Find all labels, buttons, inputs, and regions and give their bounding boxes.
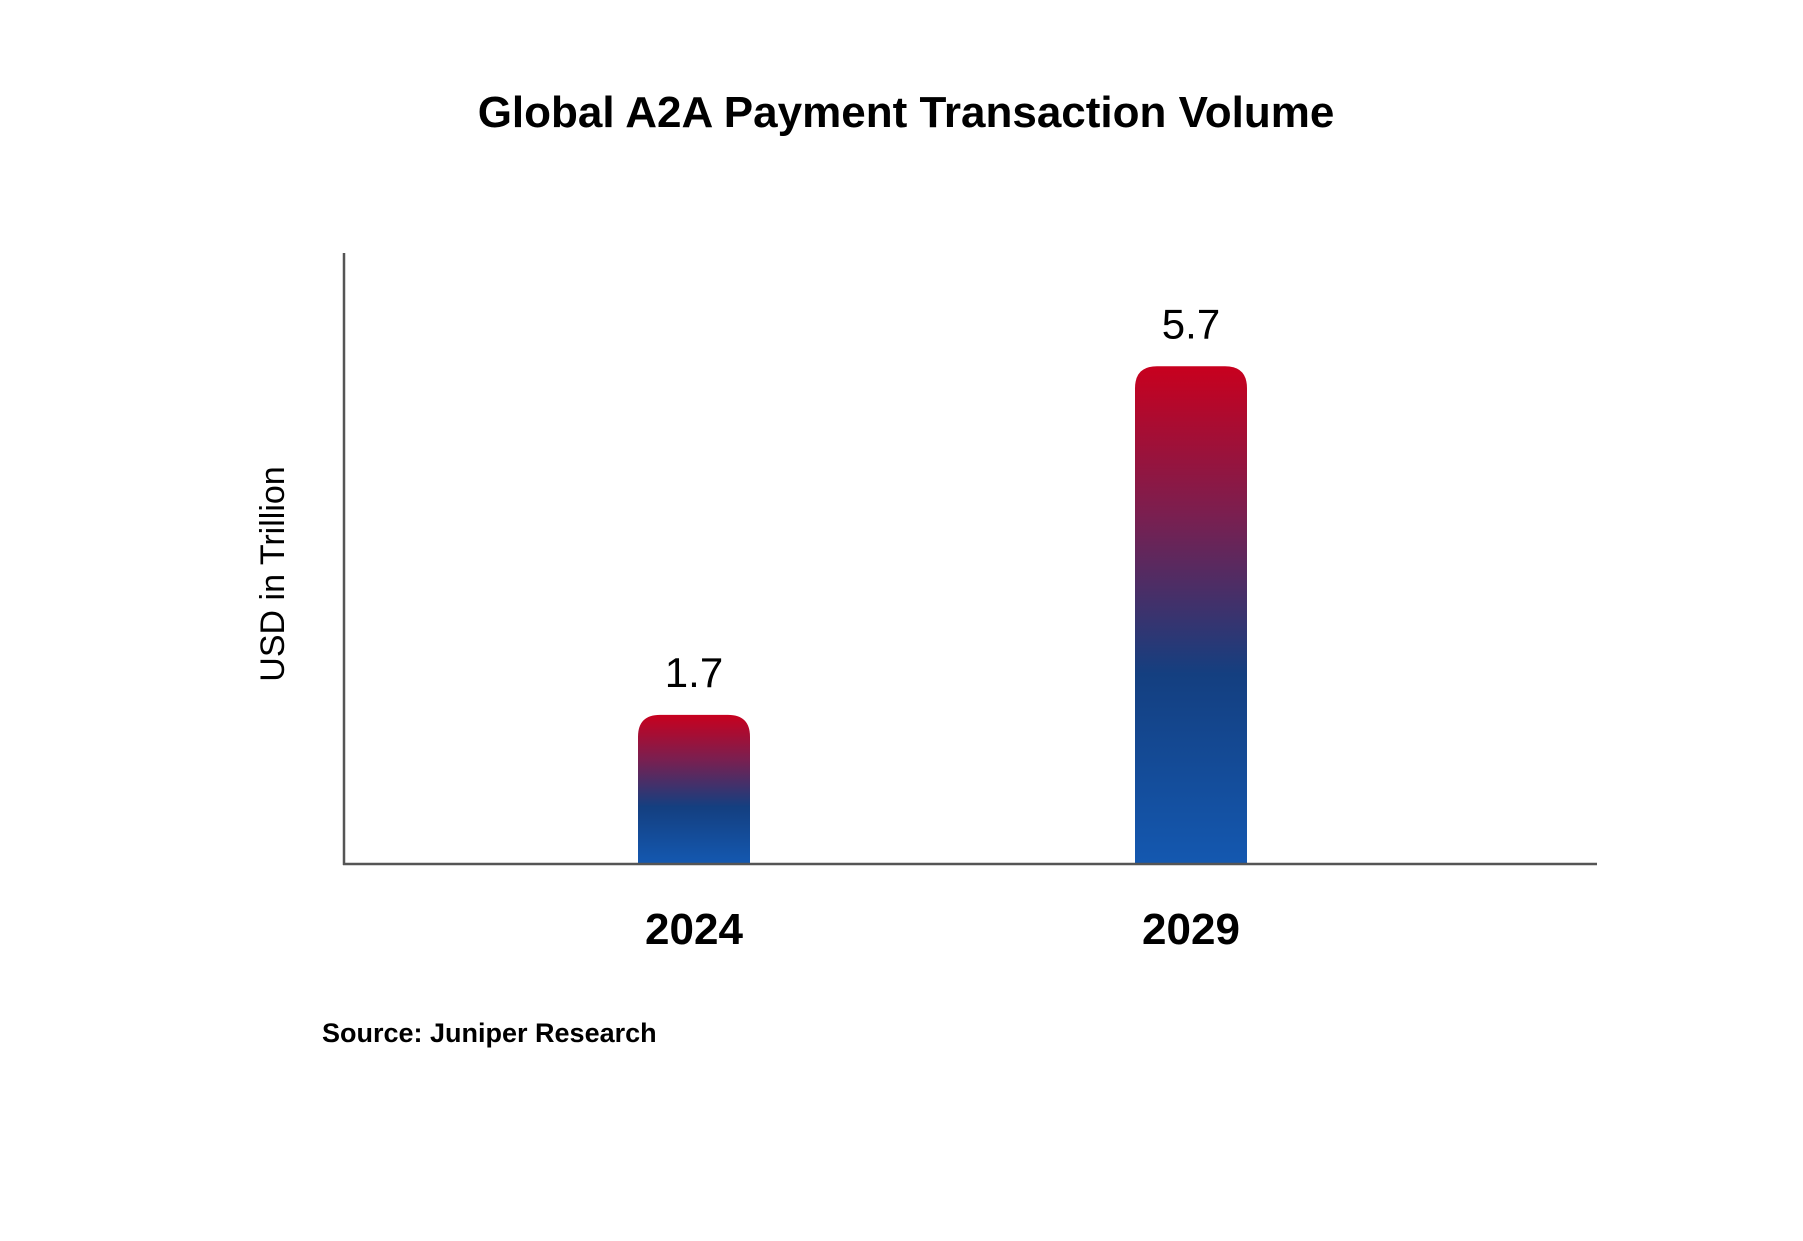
data-label-2024: 1.7 [665, 649, 723, 696]
bar-2029 [1135, 366, 1247, 863]
data-label-2029: 5.7 [1162, 300, 1220, 347]
y-axis-label: USD in Trillion [254, 466, 292, 681]
x-tick-label-2024: 2024 [645, 905, 743, 954]
bars-layer [638, 366, 1247, 863]
source-note: Source: Juniper Research [322, 1018, 657, 1048]
labels-layer: 1.7 2024 5.7 2029 [645, 300, 1240, 954]
bar-2024 [638, 714, 750, 863]
chart-title: Global A2A Payment Transaction Volume [478, 88, 1335, 137]
x-tick-label-2029: 2029 [1142, 905, 1240, 954]
